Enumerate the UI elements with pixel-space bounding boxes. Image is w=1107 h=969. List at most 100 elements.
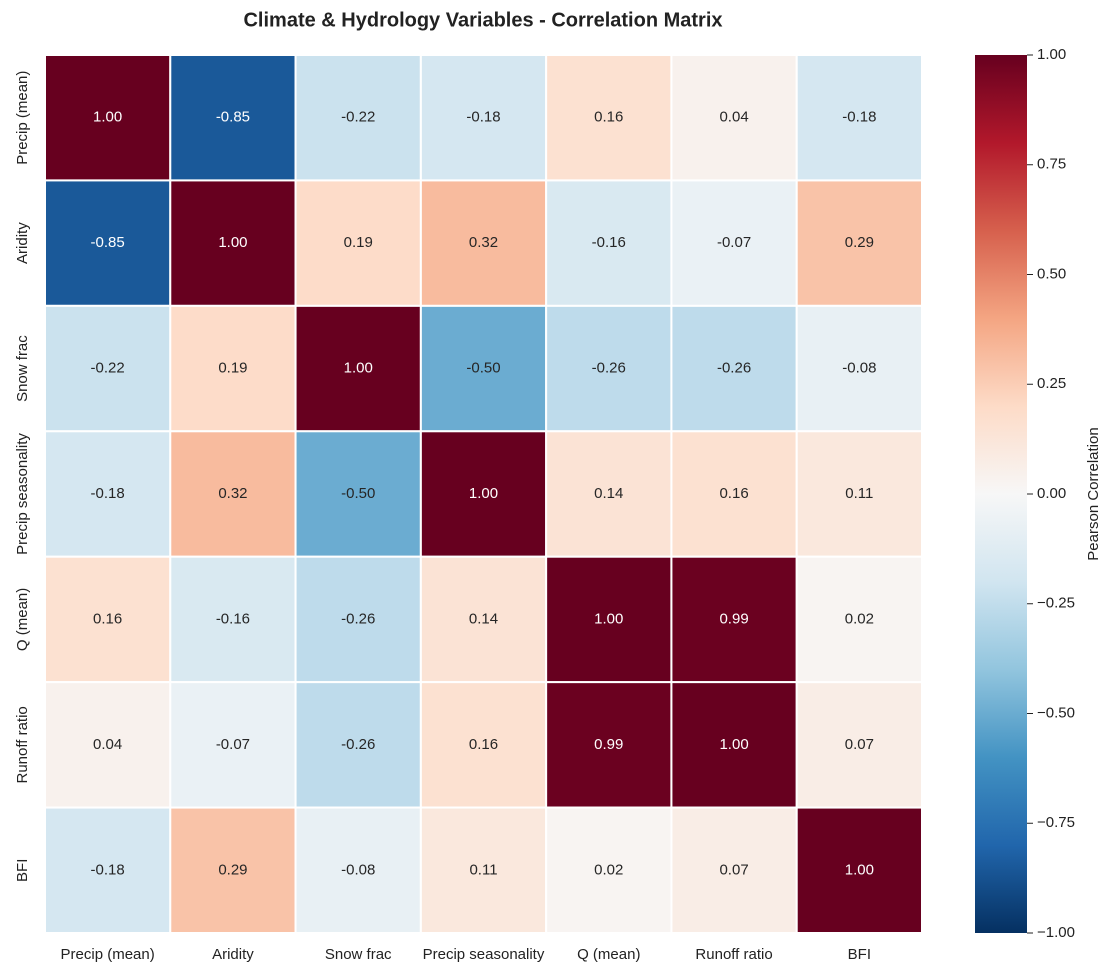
cell-label: -0.16: [592, 234, 626, 251]
cell-label: -0.16: [216, 610, 250, 627]
cell-label: -0.22: [341, 109, 375, 126]
y-tick-label: Snow frac: [14, 335, 31, 402]
cell-label: 0.19: [218, 360, 247, 377]
x-tick-label: Aridity: [212, 946, 254, 963]
cell-label: 1.00: [469, 485, 498, 502]
cell: [294, 304, 422, 433]
cell-label: 1.00: [218, 234, 247, 251]
cell: [545, 304, 673, 433]
y-tick-label: Precip (mean): [14, 71, 31, 165]
colorbar-tick-label: 0.50: [1037, 265, 1066, 282]
cell-label: -0.07: [216, 736, 250, 753]
colorbar-tick-label: 1.00: [1037, 46, 1066, 63]
x-tick-label: BFI: [848, 946, 871, 963]
colorbar-tick-label: −1.00: [1037, 924, 1075, 941]
colorbar-tick-label: −0.50: [1037, 704, 1075, 721]
cell: [545, 681, 673, 809]
y-tick-label: Q (mean): [14, 588, 31, 651]
cell-label: 1.00: [93, 109, 122, 126]
cell: [670, 430, 798, 558]
cell-label: -0.07: [717, 234, 751, 251]
cell-label: 0.29: [218, 861, 247, 878]
cell-label: 0.16: [93, 610, 122, 627]
y-tick-label: Aridity: [14, 222, 31, 264]
cell-label: 0.07: [845, 736, 874, 753]
colorbar-tick-label: 0.75: [1037, 156, 1066, 173]
cell-label: 0.16: [594, 109, 623, 126]
cell-label: 1.00: [719, 736, 748, 753]
colorbar-tick-label: −0.75: [1037, 814, 1075, 831]
cell-label: 0.99: [594, 736, 623, 753]
colorbar-tick-label: −0.25: [1037, 595, 1075, 612]
cell: [44, 806, 172, 934]
cell-label: -0.50: [341, 485, 375, 502]
cell: [44, 555, 172, 684]
y-tick-label: BFI: [14, 859, 31, 882]
cell: [44, 54, 172, 182]
cell: [294, 555, 422, 684]
colorbar-label: Pearson Correlation: [1085, 427, 1102, 560]
cell-label: -0.08: [842, 360, 876, 377]
cell: [294, 54, 422, 182]
cell-label: 0.19: [344, 234, 373, 251]
cell-label: -0.26: [717, 360, 751, 377]
cell-label: 0.02: [594, 861, 623, 878]
cell: [545, 179, 673, 307]
cell: [169, 681, 297, 809]
cell: [795, 806, 924, 934]
cell-label: -0.85: [91, 234, 125, 251]
cell-label: -0.22: [91, 360, 125, 377]
cell: [545, 806, 673, 934]
cell-label: 1.00: [594, 610, 623, 627]
cell-label: 0.04: [93, 736, 122, 753]
y-tick-label: Runoff ratio: [14, 706, 31, 783]
cell: [795, 179, 924, 307]
x-tick-label: Runoff ratio: [695, 946, 772, 963]
cell-label: -0.18: [842, 109, 876, 126]
cell: [795, 681, 924, 809]
cell-label: 1.00: [344, 360, 373, 377]
cell: [169, 304, 297, 433]
cell-label: 0.07: [719, 861, 748, 878]
colorbar-tick-label: 0.25: [1037, 375, 1066, 392]
cell-label: 0.11: [469, 861, 497, 878]
cell-label: 0.04: [719, 109, 748, 126]
cell-label: 0.99: [719, 610, 748, 627]
cell: [44, 179, 172, 307]
x-tick-label: Precip seasonality: [423, 946, 545, 963]
colorbar: [975, 55, 1027, 933]
cell: [795, 430, 924, 558]
cell-label: -0.26: [592, 360, 626, 377]
cell: [44, 681, 172, 809]
cell-label: 0.32: [218, 485, 247, 502]
cell-label: 0.11: [845, 485, 873, 502]
cell-label: 0.02: [845, 610, 874, 627]
cell: [294, 179, 422, 307]
cell-label: 0.16: [719, 485, 748, 502]
cell: [419, 681, 548, 809]
cell-label: 0.16: [469, 736, 498, 753]
cell: [169, 54, 297, 182]
cell-label: 0.14: [469, 610, 498, 627]
cell: [419, 430, 548, 558]
cell-label: -0.08: [341, 861, 375, 878]
cell-label: -0.85: [216, 109, 250, 126]
colorbar-tick-label: 0.00: [1037, 485, 1066, 502]
cell: [670, 806, 798, 934]
cell-label: -0.18: [91, 861, 125, 878]
cell-label: 0.14: [594, 485, 623, 502]
cell-label: 0.29: [845, 234, 874, 251]
cell-label: 0.32: [469, 234, 498, 251]
x-tick-label: Q (mean): [577, 946, 640, 963]
cell: [419, 54, 548, 182]
cell-label: 1.00: [845, 861, 874, 878]
chart-title: Climate & Hydrology Variables - Correlat…: [243, 9, 722, 31]
x-tick-label: Snow frac: [325, 946, 392, 963]
cell: [795, 304, 924, 433]
cell: [419, 806, 548, 934]
cell-label: -0.18: [466, 109, 500, 126]
cell: [419, 304, 548, 433]
cell: [169, 430, 297, 558]
cell: [294, 806, 422, 934]
